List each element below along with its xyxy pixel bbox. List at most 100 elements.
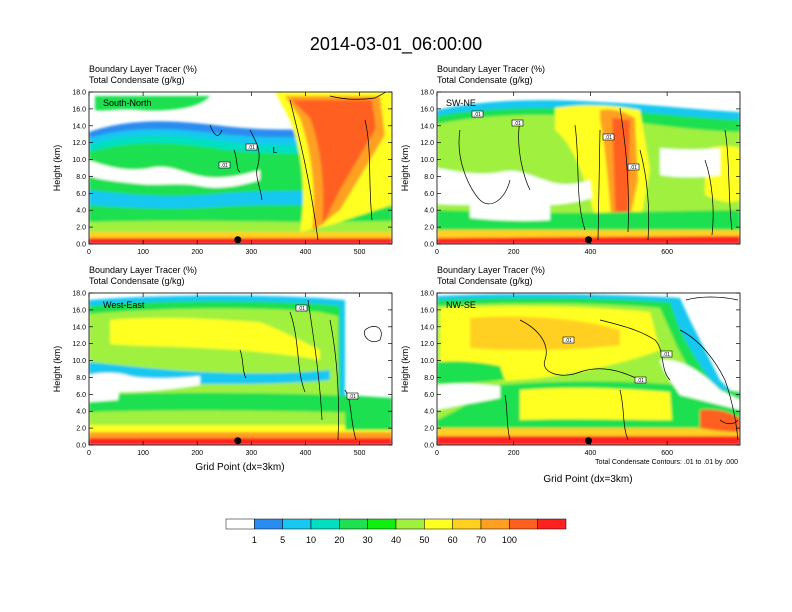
x-tick-label: 0 <box>435 450 439 457</box>
y-tick-label: 10.0 <box>72 157 86 164</box>
panel-label: West-East <box>103 300 145 310</box>
y-axis-label: Height (km) <box>400 346 410 393</box>
heatmap-field <box>437 92 740 244</box>
location-marker <box>585 437 592 445</box>
y-tick-label: 6.0 <box>424 191 434 198</box>
colorbar-swatch <box>367 518 397 530</box>
y-tick-label: 2.0 <box>424 426 434 433</box>
y-tick-label: 4.0 <box>424 409 434 416</box>
panel-subtitle-condensate: Total Condensate (g/kg) <box>89 276 185 286</box>
panel-subtitle-condensate: Total Condensate (g/kg) <box>437 276 533 286</box>
colorbar-label: 1 <box>252 535 257 545</box>
plot-frame <box>436 91 741 245</box>
panel-subtitle-condensate: Total Condensate (g/kg) <box>89 75 185 85</box>
y-tick-label: 2.0 <box>424 225 434 232</box>
y-axis: 0.0 2.0 4.0 6.0 8.0 10.0 12.0 14.0 16.0 18.0 <box>72 90 392 249</box>
y-tick-label: 12.0 <box>420 140 434 147</box>
colorbar-swatch <box>225 518 255 530</box>
contour-label: .01 <box>565 338 572 344</box>
contour-label: .01 <box>605 135 612 141</box>
y-tick-label: 6.0 <box>424 392 434 399</box>
colorbar: 1 5 10 20 30 40 50 60 70 100 <box>225 518 567 545</box>
heatmap-field <box>89 92 392 244</box>
colorbar-label: 40 <box>391 535 401 545</box>
contour-label: .01 <box>248 145 255 151</box>
y-tick-label: 12.0 <box>72 140 86 147</box>
panel-nw-se: Boundary Layer Tracer (%) Total Condensa… <box>400 265 741 485</box>
y-tick-label: 16.0 <box>420 307 434 314</box>
x-tick-label: 600 <box>661 249 673 256</box>
location-marker <box>234 437 242 445</box>
condensate-contours <box>458 107 733 241</box>
y-axis-label: Height (km) <box>52 145 62 192</box>
colorbar-label: 70 <box>476 535 486 545</box>
colorbar-swatch <box>452 518 482 530</box>
y-tick-label: 16.0 <box>420 106 434 113</box>
x-tick-label: 200 <box>191 249 203 256</box>
location-marker <box>234 236 242 244</box>
condensate-contours <box>209 92 387 241</box>
colorbar-swatch <box>424 518 453 530</box>
colorbar-label: 50 <box>419 535 429 545</box>
y-tick-label: 18.0 <box>72 90 86 97</box>
panel-subtitle-tracer: Boundary Layer Tracer (%) <box>437 64 545 74</box>
contour-label: .01 <box>637 378 644 384</box>
y-tick-label: 18.0 <box>72 291 86 298</box>
contour-label: .01 <box>474 112 481 118</box>
panel-subtitle-tracer: Boundary Layer Tracer (%) <box>89 265 197 275</box>
y-tick-label: 8.0 <box>76 375 86 382</box>
plot-frame <box>436 292 741 446</box>
y-axis-label: Height (km) <box>400 145 410 192</box>
y-tick-label: 2.0 <box>76 426 86 433</box>
x-axis: 0 100 200 300 400 500 <box>87 293 365 457</box>
x-tick-label: 300 <box>245 249 257 256</box>
colorbar-label: 60 <box>448 535 458 545</box>
colorbar-swatch <box>509 518 538 530</box>
x-tick-label: 400 <box>300 450 312 457</box>
y-tick-label: 6.0 <box>76 191 86 198</box>
colorbar-swatch <box>339 518 368 530</box>
x-tick-label: 500 <box>354 249 366 256</box>
y-tick-label: 14.0 <box>72 123 86 130</box>
colorbar-swatch <box>282 518 312 530</box>
figure-title: 2014-03-01_06:00:00 <box>310 34 482 55</box>
colorbar-label: 10 <box>306 535 316 545</box>
y-tick-label: 18.0 <box>420 90 434 97</box>
panel-subtitle-tracer: Boundary Layer Tracer (%) <box>437 265 545 275</box>
x-axis: 0 100 200 300 400 500 <box>87 92 365 256</box>
y-tick-label: 0.0 <box>76 242 86 249</box>
colorbar-label: 100 <box>502 535 517 545</box>
y-tick-label: 14.0 <box>420 123 434 130</box>
x-tick-label: 400 <box>585 450 597 457</box>
heatmap-field <box>89 293 392 445</box>
y-tick-label: 10.0 <box>420 358 434 365</box>
y-tick-label: 8.0 <box>424 375 434 382</box>
x-tick-label: 200 <box>191 450 203 457</box>
x-tick-label: 100 <box>137 450 149 457</box>
panel-label: SW-NE <box>446 98 476 108</box>
contour-label: L <box>273 146 278 155</box>
y-tick-label: 16.0 <box>72 106 86 113</box>
condensate-contours <box>239 299 382 441</box>
panel-label: South-North <box>103 98 152 108</box>
y-axis: 0.0 2.0 4.0 6.0 8.0 10.0 12.0 14.0 16.0 18.0 <box>420 90 740 249</box>
y-tick-label: 0.0 <box>424 443 434 450</box>
contour-label: .01 <box>514 121 521 127</box>
colorbar-label: 20 <box>334 535 344 545</box>
x-tick-label: 200 <box>508 450 520 457</box>
y-axis: 0.0 2.0 4.0 6.0 8.0 10.0 12.0 14.0 16.0 18.0 <box>72 291 392 450</box>
contour-label: .01 <box>221 163 228 169</box>
y-tick-label: 2.0 <box>76 225 86 232</box>
y-tick-label: 14.0 <box>420 324 434 331</box>
colorbar-swatch <box>310 518 340 530</box>
x-tick-label: 0 <box>87 450 91 457</box>
y-tick-label: 16.0 <box>72 307 86 314</box>
y-tick-label: 14.0 <box>72 324 86 331</box>
contour-label: .01 <box>630 165 637 171</box>
y-tick-label: 12.0 <box>72 341 86 348</box>
condensate-contours <box>504 296 739 441</box>
panel-subtitle-condensate: Total Condensate (g/kg) <box>437 75 533 85</box>
contour-label: .01 <box>663 352 670 358</box>
x-tick-label: 400 <box>300 249 312 256</box>
